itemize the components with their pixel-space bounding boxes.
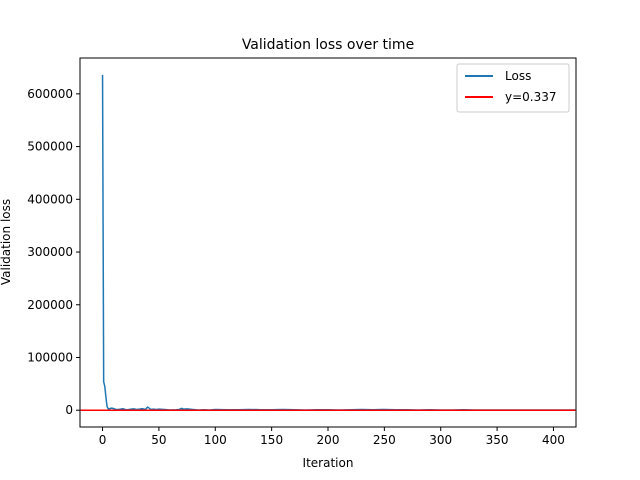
x-axis: 0 50 100 150 200 250 300 350 400 [99,427,565,447]
x-tick-label: 300 [429,433,452,447]
x-tick-label: 400 [542,433,565,447]
y-axis-title: Validation loss [0,199,13,285]
y-tick-label: 100000 [27,351,73,365]
legend: Loss y=0.337 [456,63,570,113]
x-tick-label: 0 [99,433,107,447]
y-axis: 0 100000 200000 300000 400000 500000 600000 [27,87,80,417]
plot-area [80,74,576,411]
y-tick-label: 200000 [27,298,73,312]
x-tick-label: 250 [373,433,396,447]
y-tick-label: 0 [65,403,73,417]
x-tick-label: 150 [260,433,283,447]
x-tick-label: 200 [317,433,340,447]
chart-title: Validation loss over time [242,37,414,53]
x-axis-title: Iteration [303,456,354,470]
x-tick-label: 350 [486,433,509,447]
y-tick-label: 300000 [27,245,73,259]
series-loss-line [101,74,576,411]
legend-label-threshold: y=0.337 [505,90,557,104]
x-tick-label: 100 [204,433,227,447]
legend-label-loss: Loss [505,69,531,83]
y-tick-label: 600000 [27,87,73,101]
plot-frame [79,57,577,428]
y-tick-label: 500000 [27,140,73,154]
y-tick-label: 400000 [27,192,73,206]
x-tick-label: 50 [151,433,166,447]
